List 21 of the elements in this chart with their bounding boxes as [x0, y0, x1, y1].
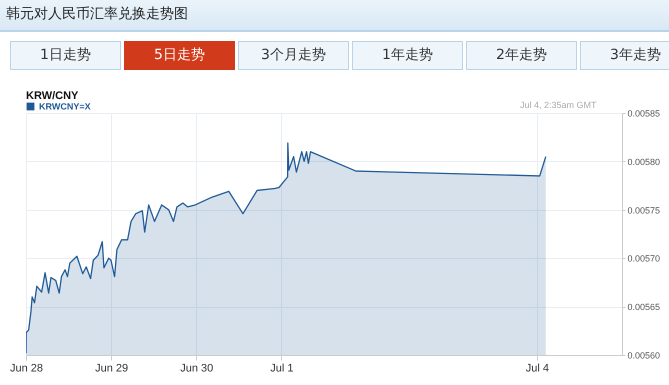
x-tick-label: Jun 29	[95, 362, 128, 374]
tab-button[interactable]: 2年走势	[466, 41, 577, 70]
x-tick-label: Jul 4	[526, 362, 549, 374]
y-tick-label: 0.00580	[628, 156, 660, 167]
y-tick-label: 0.00565	[628, 302, 660, 312]
tab-button[interactable]: 1日走势	[10, 41, 121, 70]
x-tick-label: Jun 30	[180, 362, 214, 374]
y-tick-label: 0.00575	[628, 205, 660, 216]
chart-subtitle: KRW/CNY	[26, 90, 80, 102]
y-tick-label: 0.00560	[628, 350, 660, 360]
legend-label: KRWCNY=X	[39, 102, 91, 112]
x-tick-label: Jul 1	[270, 362, 294, 374]
tab-button[interactable]: 1年走势	[352, 41, 463, 70]
y-tick-label: 0.00585	[628, 108, 660, 118]
x-tick-label: Jun 28	[10, 362, 44, 374]
tab-button[interactable]: 5日走势	[124, 41, 235, 70]
y-tick-label: 0.00570	[628, 254, 660, 264]
tab-button[interactable]: 3个月走势	[238, 41, 349, 70]
text: Jul 4, 2:35am GMT	[520, 100, 597, 110]
tab-button[interactable]: 3年走势	[580, 41, 669, 70]
chart-title: 韩元对人民币汇率兑换走势图	[0, 0, 669, 32]
